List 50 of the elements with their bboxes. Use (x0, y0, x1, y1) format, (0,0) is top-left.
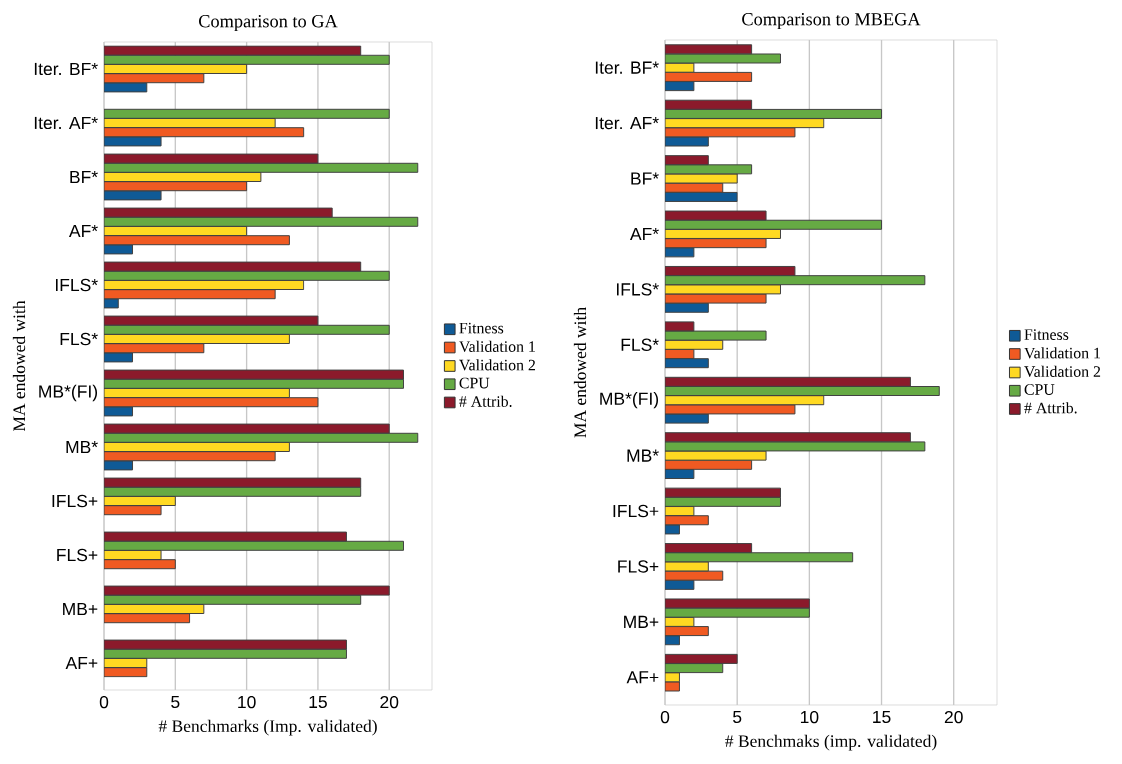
legend-label: Fitness (1024, 329, 1069, 340)
x-tick-label: 10 (238, 695, 256, 709)
x-tick-label: 10 (800, 710, 819, 724)
chart-title: Comparison to MBEGA (742, 13, 921, 30)
y-tick-label: MB*(FI) (39, 384, 98, 402)
x-axis-title: # Benchmaks (imp. validated) (725, 734, 937, 751)
legend-label: Validation 2 (1024, 365, 1101, 377)
y-tick-label: AF* (629, 227, 659, 240)
legend-label: Validation 1 (459, 340, 535, 352)
y-tick-label: BF* (70, 170, 98, 184)
x-tick-label: 20 (380, 695, 399, 709)
y-tick-label: MB* (627, 449, 659, 462)
y-tick-label: Iter. AF* (34, 116, 98, 130)
y-tick-label: IFLS+ (52, 494, 98, 508)
y-tick-label: IFLS* (616, 283, 659, 296)
x-tick-label: 15 (873, 710, 891, 724)
y-tick-label: MB+ (63, 603, 98, 616)
x-tick-label: 5 (733, 710, 742, 724)
legend-label: Fitness (459, 322, 504, 334)
legend-label: Validation 1 (1024, 347, 1101, 359)
y-tick-label: AF+ (626, 671, 659, 684)
legend-label: CPU (459, 377, 490, 389)
y-tick-label: MB+ (624, 615, 659, 628)
y-axis-title: MA endowed with (12, 300, 26, 432)
y-tick-label: FLS+ (618, 560, 659, 573)
y-tick-label: BF* (631, 172, 659, 185)
y-tick-label: MB*(FI) (600, 392, 659, 409)
x-tick-label: 5 (171, 695, 180, 709)
x-tick-label: 0 (99, 695, 109, 709)
chart-title: Comparison to GA (199, 15, 338, 32)
y-tick-label: FLS* (621, 338, 659, 351)
y-tick-label: FLS+ (57, 548, 98, 562)
legend-label: # Attrib. (459, 395, 512, 407)
y-tick-label: AF+ (65, 657, 98, 670)
y-tick-label: MB* (66, 441, 98, 454)
y-tick-label: AF* (68, 225, 98, 238)
legend-label: # Attrib. (1024, 402, 1077, 414)
x-tick-label: 15 (309, 695, 327, 709)
y-tick-label: FLS* (60, 332, 98, 346)
y-tick-label: Iter. AF* (595, 117, 659, 130)
x-axis-title: # Benchmarks (Imp. validated) (158, 719, 377, 736)
y-tick-label: IFLS+ (613, 504, 659, 518)
y-axis-title: MA endowed with (573, 307, 587, 438)
x-tick-label: 20 (944, 710, 963, 724)
y-tick-label: Iter. BF* (34, 62, 98, 76)
x-tick-label: 0 (660, 710, 670, 724)
y-tick-label: Iter. BF* (595, 61, 659, 74)
legend-label: CPU (1024, 384, 1055, 395)
y-tick-label: IFLS* (55, 278, 98, 292)
legend-label: Validation 2 (459, 359, 536, 371)
